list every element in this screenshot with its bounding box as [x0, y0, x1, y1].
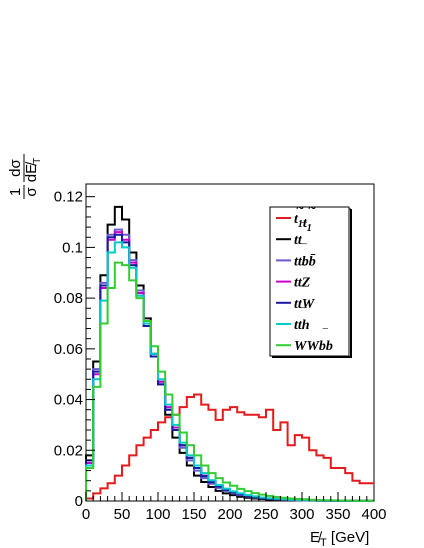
legend-entry: t1t1~ ~ — [294, 201, 316, 234]
legend-entry: ttW‾ — [294, 285, 316, 312]
legend-entry: tt‾ — [294, 221, 308, 248]
legend-label: ttW — [294, 297, 316, 312]
x-tick-label: 250 — [253, 506, 278, 523]
legend-accent: ~ — [308, 201, 316, 216]
x-axis-title: E̸T [GeV] — [310, 529, 369, 548]
y-tick-label: 0.12 — [54, 189, 83, 206]
svg-text:dσ: dσ — [7, 158, 24, 176]
x-tick-label: 300 — [289, 506, 314, 523]
legend-accent: ‾ — [301, 264, 308, 280]
x-tick-label: 200 — [217, 506, 242, 523]
x-tick-label: 50 — [114, 506, 131, 523]
legend-entry: ttZ‾ — [294, 264, 311, 291]
legend-label: tth — [294, 318, 310, 333]
svg-text:dE̸T: dE̸T — [23, 158, 43, 182]
legend-label: ttbb̄ — [294, 254, 316, 270]
legend-label: tt — [294, 233, 303, 248]
y-tick-label: 0.08 — [54, 290, 83, 307]
legend-label: ttZ — [294, 276, 311, 291]
x-tick-label: 100 — [145, 506, 170, 523]
legend-entry: tth‾ — [294, 306, 310, 333]
svg-text:1: 1 — [7, 188, 24, 196]
legend-accent: ‾ — [301, 242, 308, 258]
axis-layer: 0 50 100 150 200 250 300 350 400 0 0.02 0.04 0.06 0.0… — [54, 189, 387, 523]
legend-accent: ‾ — [322, 327, 329, 343]
y-tick-label: 0.06 — [54, 341, 83, 358]
legend-label: WWbb — [294, 339, 333, 354]
x-tick-label: 0 — [82, 506, 90, 523]
x-tick-label: 150 — [181, 506, 206, 523]
y-axis-title: 1 σ dσ dE̸T — [7, 154, 43, 199]
svg-text:σ: σ — [23, 187, 40, 197]
legend-accent: ‾ — [301, 306, 308, 322]
y-tick-label: 0 — [75, 493, 83, 510]
legend-accent: ‾ — [301, 221, 308, 237]
legend: t1t1~ ~tt‾ttbb̄‾ttZ‾ttW‾tth‾WWbb‾ — [269, 201, 352, 358]
legend-entry: ttbb̄‾ — [294, 242, 316, 269]
legend-accent: ‾ — [301, 285, 308, 301]
y-tick-label: 0.02 — [54, 442, 83, 459]
legend-entry: WWbb‾ — [294, 327, 333, 354]
series-line-0 — [85, 393, 374, 501]
y-tick-label: 0.04 — [54, 392, 83, 409]
legend-accent: ~ — [296, 201, 304, 216]
x-tick-label: 350 — [325, 506, 350, 523]
legend-label: t1t1 — [294, 212, 312, 234]
y-tick-label: 0.1 — [62, 239, 83, 256]
x-tick-label: 400 — [361, 506, 386, 523]
